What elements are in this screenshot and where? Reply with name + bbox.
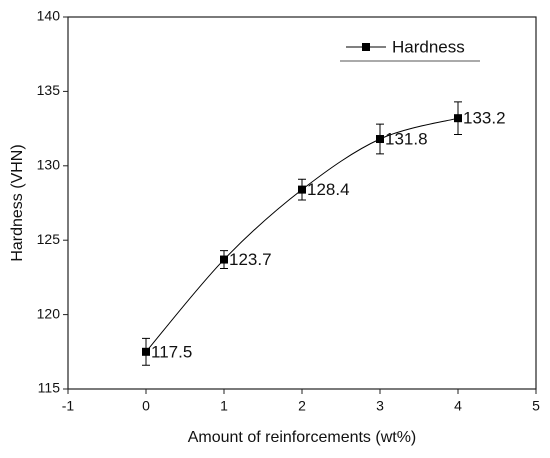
x-tick-label: 0 [142, 398, 150, 414]
y-tick-label: 125 [37, 231, 61, 247]
x-tick-label: -1 [62, 398, 75, 414]
y-tick-label: 140 [37, 8, 61, 24]
x-tick-label: 1 [220, 398, 228, 414]
data-label: 133.2 [463, 109, 506, 128]
y-tick-label: 135 [37, 82, 61, 98]
legend-label: Hardness [392, 37, 465, 56]
data-label: 117.5 [151, 342, 192, 361]
marker [376, 135, 384, 144]
x-tick-label: 5 [532, 398, 540, 414]
x-axis-label: Amount of reinforcements (wt%) [188, 429, 417, 446]
y-tick-label: 115 [38, 380, 61, 396]
marker [142, 347, 150, 356]
data-label: 128.4 [307, 180, 350, 199]
data-label: 131.8 [385, 130, 428, 149]
x-tick-label: 3 [376, 398, 384, 414]
x-tick-label: 4 [454, 398, 462, 414]
y-tick-label: 130 [37, 157, 61, 173]
data-label: 123.7 [229, 250, 272, 269]
marker [454, 114, 462, 123]
marker [220, 255, 228, 264]
plot-frame [67, 16, 537, 390]
legend-marker [362, 43, 370, 51]
marker [298, 185, 306, 194]
series-line [145, 117, 459, 353]
y-tick-label: 120 [37, 305, 61, 321]
y-axis-label: Hardness (VHN) [9, 144, 26, 261]
x-tick-label: 2 [298, 398, 306, 414]
